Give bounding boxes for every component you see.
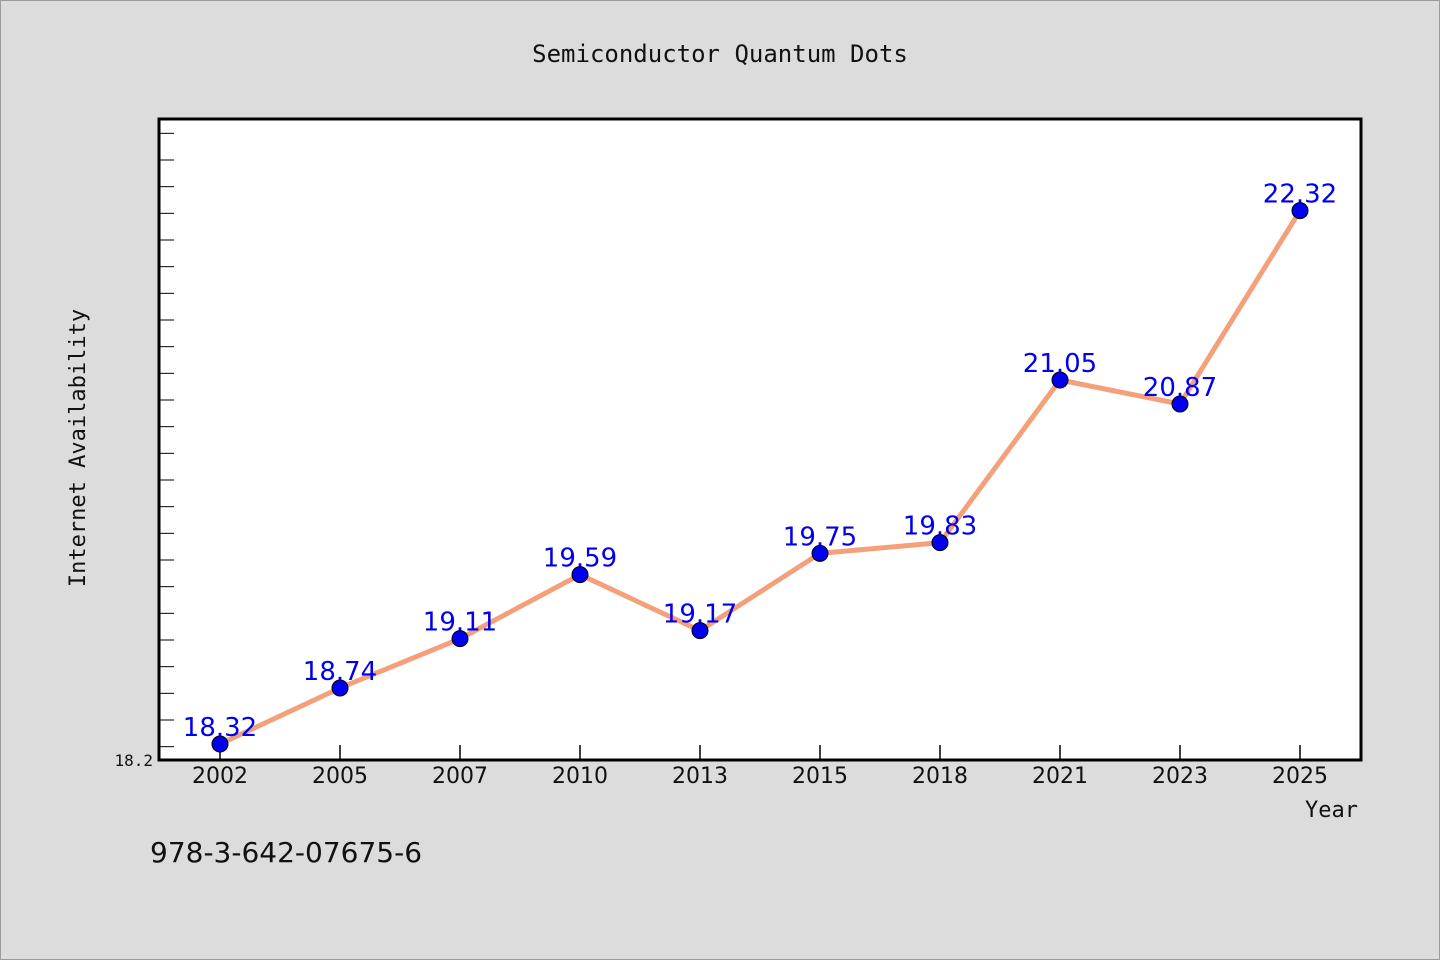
chart-title: Semiconductor Quantum Dots — [532, 40, 908, 68]
data-label: 19.11 — [423, 608, 497, 638]
data-label: 22.32 — [1263, 180, 1337, 210]
data-point — [1171, 395, 1189, 413]
plot-area — [157, 117, 1363, 762]
data-point — [1291, 202, 1309, 220]
series-markers — [211, 202, 1309, 753]
isbn-code: 978-3-642-07675-6 — [150, 836, 422, 869]
data-point — [451, 630, 469, 648]
x-tick-label: 2005 — [312, 764, 368, 789]
data-label: 19.17 — [663, 600, 737, 630]
data-label: 21.05 — [1023, 349, 1097, 379]
series-line — [217, 208, 1303, 747]
data-point — [1051, 371, 1069, 389]
y-axis-label: Internet Availability — [66, 309, 91, 587]
data-point — [811, 544, 829, 562]
x-tick-label: 2023 — [1152, 764, 1208, 789]
x-tick-label: 2018 — [912, 764, 968, 789]
data-point — [331, 679, 349, 697]
x-axis-tick-labels: 2002 2005 2007 2010 2013 2015 2018 2021 2023 2025 — [192, 764, 1328, 789]
x-tick-label: 2002 — [192, 764, 248, 789]
data-point — [691, 622, 709, 640]
data-labels: 18.32 18.74 19.11 19.59 19.17 19.75 19.83 21.05… — [183, 180, 1337, 743]
data-label: 19.59 — [543, 544, 617, 574]
data-point — [931, 534, 949, 552]
y-tick-label: 18.2 — [114, 751, 153, 770]
data-label: 18.74 — [303, 657, 377, 687]
y-axis-ticks — [160, 132, 174, 748]
data-label: 19.75 — [783, 522, 857, 552]
x-tick-label: 2013 — [672, 764, 728, 789]
data-point — [211, 735, 229, 753]
x-tick-label: 2010 — [552, 764, 608, 789]
x-tick-label: 2025 — [1272, 764, 1328, 789]
data-label: 20.87 — [1143, 373, 1217, 403]
x-tick-label: 2021 — [1032, 764, 1088, 789]
x-tick-label: 2015 — [792, 764, 848, 789]
data-label: 18.32 — [183, 713, 257, 743]
x-tick-label: 2007 — [432, 764, 488, 789]
data-label: 19.83 — [903, 512, 977, 542]
x-axis-label: Year — [1305, 798, 1358, 823]
data-point — [571, 566, 589, 584]
